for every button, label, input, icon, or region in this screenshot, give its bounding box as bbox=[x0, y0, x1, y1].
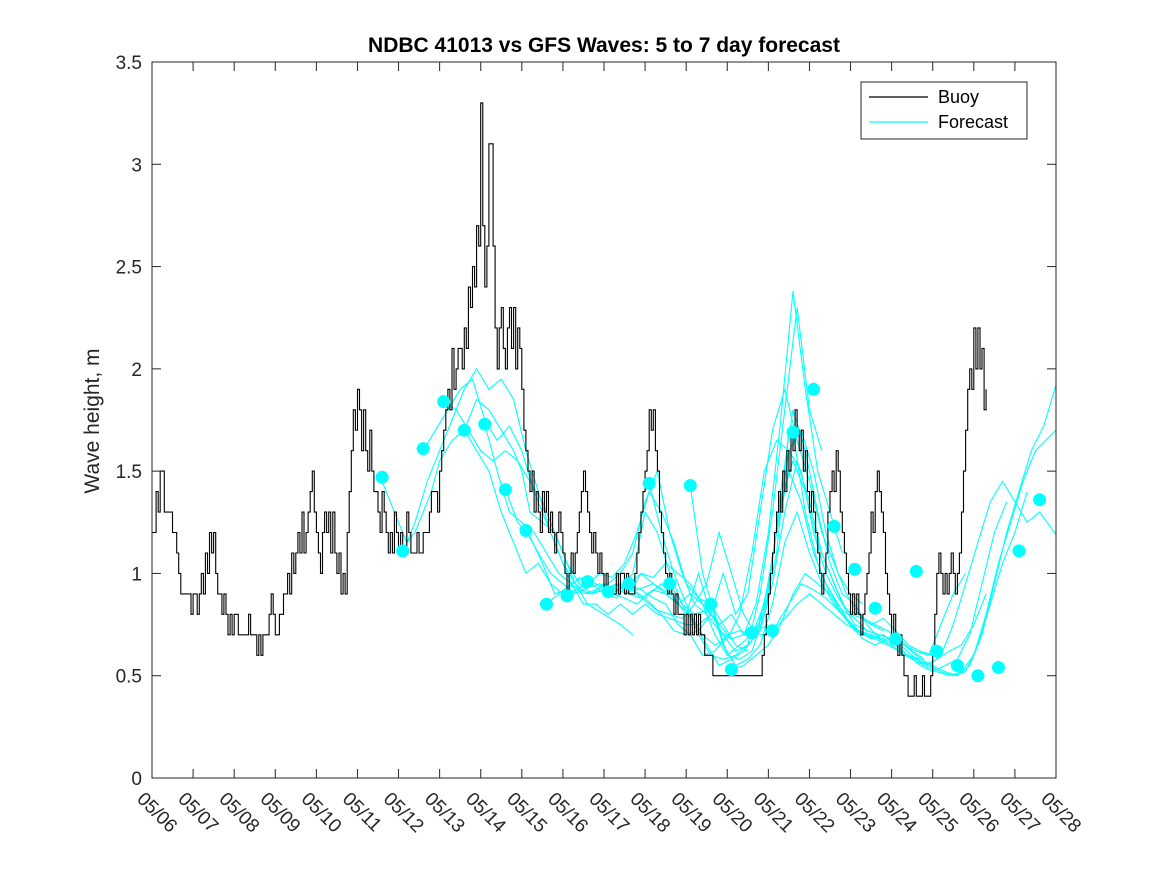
buoy-series bbox=[152, 102, 987, 697]
forecast-line-6 bbox=[504, 430, 790, 657]
x-tick-label-20: 05/26 bbox=[954, 789, 1002, 837]
forecast-marker-30 bbox=[992, 661, 1005, 674]
x-tick-label-21: 05/27 bbox=[995, 789, 1043, 837]
y-tick-label-7: 3.5 bbox=[116, 53, 142, 74]
legend-forecast-label: Forecast bbox=[938, 112, 1008, 132]
forecast-line-10 bbox=[587, 387, 884, 636]
x-tick-label-6: 05/12 bbox=[379, 789, 427, 837]
forecast-marker-21 bbox=[807, 382, 821, 396]
forecast-marker-10 bbox=[581, 575, 595, 589]
x-tick-label-8: 05/14 bbox=[461, 789, 510, 838]
forecast-marker-25 bbox=[889, 632, 903, 646]
y-tick-label-4: 2 bbox=[131, 360, 142, 381]
y-tick-label-0: 0 bbox=[131, 769, 142, 790]
legend-box bbox=[860, 81, 1028, 140]
x-tick-label-15: 05/21 bbox=[749, 789, 797, 837]
x-tick-label-2: 05/08 bbox=[215, 789, 263, 837]
forecast-line-19 bbox=[772, 385, 1056, 677]
x-tick-label-4: 05/10 bbox=[297, 789, 345, 837]
forecast-marker-5 bbox=[478, 417, 492, 431]
x-tick-label-19: 05/25 bbox=[913, 789, 961, 837]
forecast-marker-17 bbox=[724, 663, 738, 677]
forecast-marker-0 bbox=[375, 470, 389, 484]
x-tick-label-9: 05/15 bbox=[502, 789, 550, 837]
forecast-marker-20 bbox=[786, 425, 800, 439]
forecast-marker-31 bbox=[1012, 544, 1026, 558]
x-tick-label-22: 05/28 bbox=[1036, 789, 1084, 837]
y-tick-label-2: 1 bbox=[131, 564, 142, 585]
forecast-marker-13 bbox=[642, 476, 656, 490]
buoy-line bbox=[152, 102, 987, 697]
forecast-markers bbox=[375, 382, 1047, 683]
forecast-marker-12 bbox=[622, 577, 636, 591]
forecast-marker-11 bbox=[601, 585, 615, 599]
forecast-marker-16 bbox=[704, 597, 718, 611]
forecast-marker-29 bbox=[971, 669, 985, 683]
x-tick-label-17: 05/23 bbox=[831, 789, 879, 837]
forecast-marker-32 bbox=[1033, 493, 1047, 507]
forecast-marker-18 bbox=[745, 626, 759, 640]
forecast-line-0 bbox=[381, 398, 634, 636]
x-tick-label-3: 05/09 bbox=[256, 789, 304, 837]
y-tick-label-3: 1.5 bbox=[116, 462, 142, 483]
y-tick-label-6: 3 bbox=[131, 155, 142, 176]
forecast-marker-3 bbox=[437, 395, 451, 409]
forecast-marker-27 bbox=[930, 644, 944, 658]
x-tick-label-16: 05/22 bbox=[790, 789, 838, 837]
forecast-marker-7 bbox=[519, 524, 533, 537]
forecast-marker-4 bbox=[457, 423, 471, 437]
plot-area bbox=[152, 62, 1056, 778]
y-tick-label-1: 0.5 bbox=[116, 667, 142, 688]
x-tick-label-5: 05/11 bbox=[338, 789, 385, 836]
y-axis-ticks: 0 0.5 1 1.5 2 2.5 3 3.5 bbox=[116, 53, 1056, 790]
x-tick-label-14: 05/20 bbox=[708, 789, 756, 837]
chart-title: NDBC 41013 vs GFS Waves: 5 to 7 day fore… bbox=[368, 34, 840, 57]
forecast-marker-6 bbox=[498, 483, 512, 497]
x-tick-label-0: 05/06 bbox=[132, 789, 180, 837]
forecast-marker-26 bbox=[909, 564, 923, 578]
x-tick-label-13: 05/19 bbox=[667, 789, 715, 837]
legend: Buoy Forecast bbox=[860, 81, 1028, 140]
x-tick-label-18: 05/24 bbox=[872, 789, 921, 838]
forecast-marker-15 bbox=[683, 479, 697, 492]
x-tick-label-12: 05/18 bbox=[626, 789, 674, 837]
legend-buoy-label: Buoy bbox=[938, 87, 979, 107]
forecast-marker-1 bbox=[396, 544, 410, 558]
forecast-marker-8 bbox=[540, 597, 553, 611]
forecast-marker-19 bbox=[766, 624, 779, 638]
forecast-line-20 bbox=[792, 432, 1056, 667]
y-axis-label: Wave height, m bbox=[81, 348, 104, 493]
x-tick-label-10: 05/16 bbox=[543, 789, 591, 837]
forecast-marker-22 bbox=[827, 519, 841, 533]
x-tick-label-7: 05/13 bbox=[420, 789, 468, 837]
forecast-marker-23 bbox=[848, 562, 862, 576]
forecast-marker-9 bbox=[560, 589, 574, 603]
x-tick-label-1: 05/07 bbox=[174, 789, 222, 837]
forecast-marker-2 bbox=[416, 442, 430, 456]
x-tick-label-11: 05/17 bbox=[584, 789, 632, 837]
y-tick-label-5: 2.5 bbox=[116, 258, 142, 279]
forecast-marker-24 bbox=[868, 601, 882, 615]
forecast-marker-14 bbox=[663, 577, 677, 591]
forecast-marker-28 bbox=[950, 659, 964, 672]
